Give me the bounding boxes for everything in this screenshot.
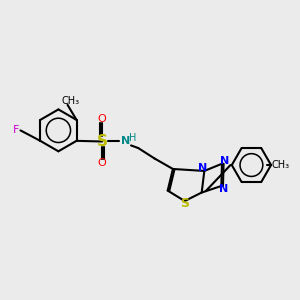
Text: O: O (98, 158, 106, 168)
Text: N: N (198, 163, 208, 173)
Text: S: S (97, 134, 108, 149)
Text: CH₃: CH₃ (62, 96, 80, 106)
Text: S: S (180, 197, 189, 210)
Text: N: N (121, 136, 130, 146)
Text: O: O (98, 114, 106, 124)
Text: N: N (219, 184, 229, 194)
Text: CH₃: CH₃ (271, 160, 289, 170)
Text: F: F (13, 125, 19, 135)
Text: N: N (220, 156, 229, 166)
Text: H: H (129, 133, 136, 142)
